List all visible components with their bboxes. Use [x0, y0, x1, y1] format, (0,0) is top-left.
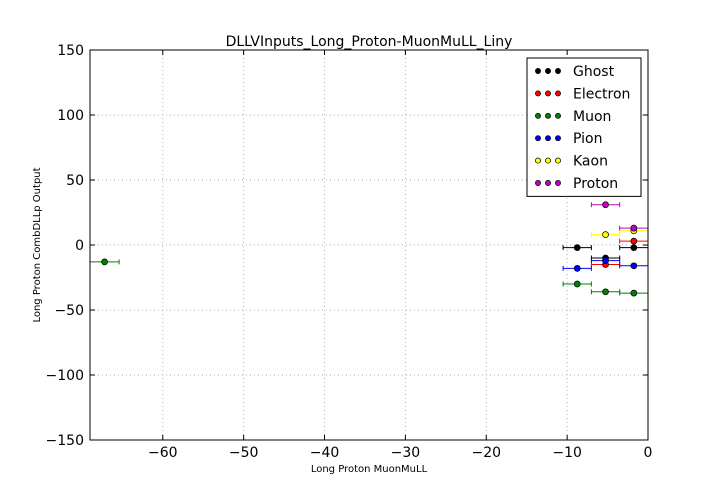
y-tick-label: 150: [57, 43, 84, 59]
legend-marker-ghost: [545, 68, 551, 74]
legend: Ghost Electron Muon Pion Kaon Proton: [526, 57, 642, 197]
legend-item-pion: Pion: [535, 131, 602, 147]
series-pion: [562, 257, 649, 272]
legend-label-pion: Pion: [573, 131, 602, 147]
legend-label-electron: Electron: [573, 86, 630, 102]
legend-item-ghost: Ghost: [535, 64, 615, 80]
grid: [90, 49, 649, 441]
muon-data-point: [602, 288, 609, 296]
legend-marker-kaon: [535, 157, 541, 164]
x-tick-label: −20: [471, 445, 501, 461]
legend-box: [526, 57, 642, 197]
legend-marker-kaon: [545, 157, 551, 164]
x-tick-label: −10: [552, 445, 582, 461]
electron-data-point: [630, 237, 638, 245]
x-tick-label: −60: [148, 445, 178, 461]
ghost-data-point: [630, 244, 638, 251]
y-tick-label: 50: [66, 173, 84, 189]
y-tick-label: 0: [75, 238, 84, 254]
y-axis-label: Long Proton CombDLLp Output: [32, 167, 43, 322]
ghost-data-point: [573, 244, 581, 251]
legend-marker-proton: [555, 180, 561, 186]
pion-data-point: [573, 265, 581, 272]
legend-marker-pion: [555, 135, 561, 142]
legend-label-proton: Proton: [573, 176, 618, 192]
series-muon: [89, 258, 649, 297]
legend-marker-electron: [535, 90, 541, 97]
pion-data-point: [630, 262, 638, 270]
y-tick-label: −100: [46, 368, 84, 384]
legend-marker-muon: [555, 112, 561, 119]
legend-marker-electron: [555, 90, 561, 97]
legend-marker-electron: [545, 90, 551, 97]
legend-marker-ghost: [535, 68, 541, 74]
legend-item-electron: Electron: [535, 86, 630, 102]
y-tick-label: −50: [54, 303, 84, 319]
legend-marker-pion: [535, 135, 541, 142]
legend-marker-muon: [545, 112, 551, 119]
pion-data-point: [602, 257, 609, 264]
x-axis-label: Long Proton MuonMuLL: [311, 464, 428, 475]
legend-marker-muon: [535, 112, 541, 119]
legend-item-kaon: Kaon: [535, 154, 608, 170]
legend-marker-kaon: [555, 157, 561, 164]
legend-label-muon: Muon: [573, 109, 611, 125]
muon-data-point: [630, 289, 638, 297]
proton-data-point: [602, 201, 609, 209]
muon-data-point: [573, 280, 581, 288]
y-tick-label: 100: [57, 108, 84, 124]
kaon-data-point: [602, 231, 609, 238]
legend-marker-proton: [545, 180, 551, 186]
x-tick-label: −40: [310, 445, 340, 461]
legend-label-kaon: Kaon: [573, 154, 608, 170]
muon-data-point: [101, 258, 108, 266]
legend-item-proton: Proton: [535, 176, 618, 192]
x-tick-label: 0: [644, 445, 653, 461]
x-tick-label: −50: [229, 445, 259, 461]
legend-label-ghost: Ghost: [573, 64, 615, 80]
chart-title: DLLVInputs_Long_Proton-MuonMuLL_Liny: [226, 34, 513, 50]
legend-marker-pion: [545, 135, 551, 142]
y-tick-label: −150: [46, 433, 84, 449]
legend-marker-ghost: [555, 68, 561, 74]
x-tick-label: −30: [391, 445, 421, 461]
proton-data-point: [630, 224, 638, 232]
legend-item-muon: Muon: [535, 109, 611, 125]
legend-marker-proton: [535, 180, 541, 186]
